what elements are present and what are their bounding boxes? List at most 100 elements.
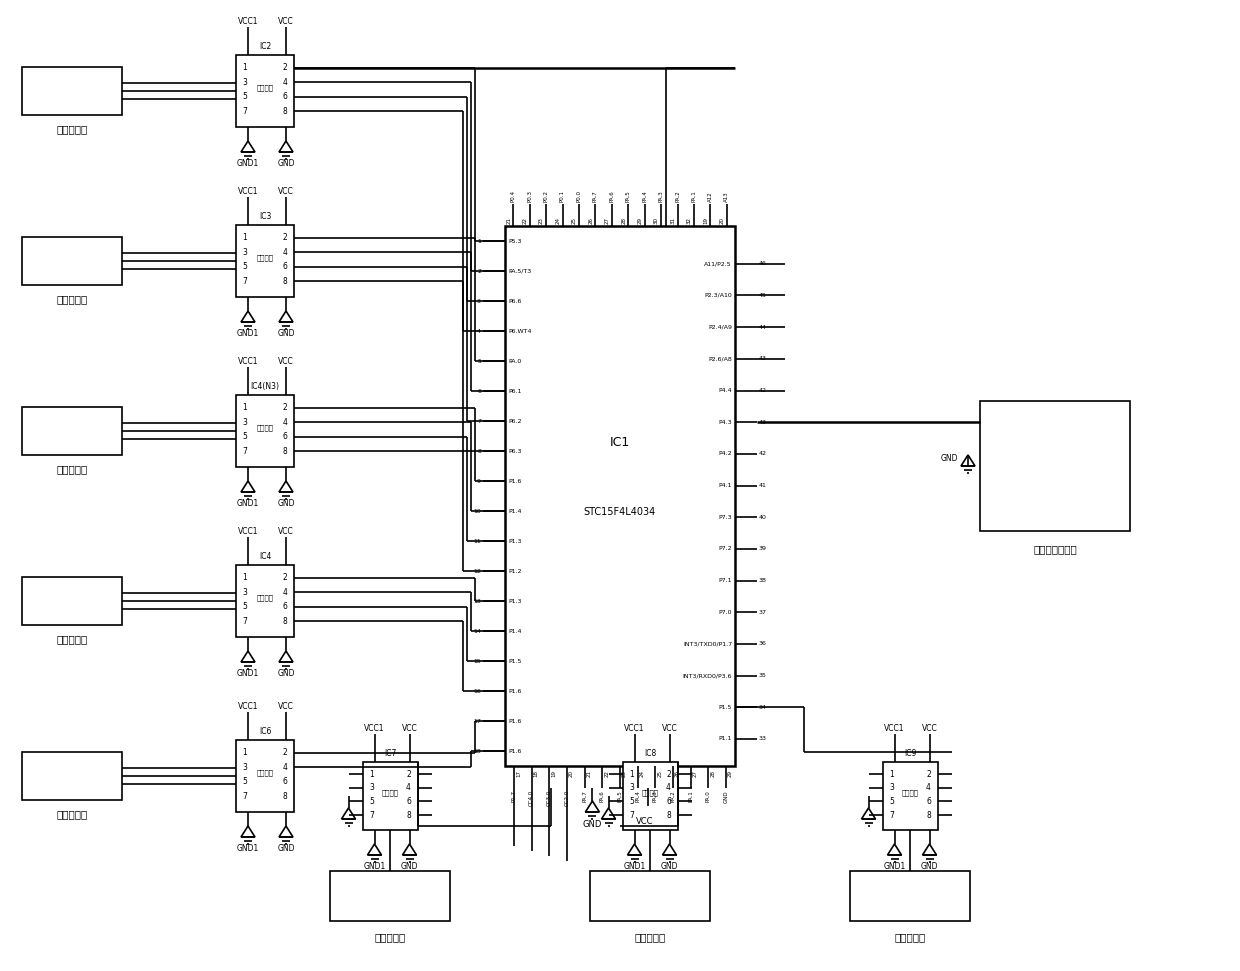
Text: 23: 23 [539, 217, 544, 224]
Text: VCC: VCC [278, 17, 294, 25]
Text: VCC1: VCC1 [238, 17, 258, 25]
Text: 2: 2 [283, 574, 288, 583]
Text: 7: 7 [889, 811, 894, 820]
Text: P1.2: P1.2 [508, 568, 522, 574]
Text: 4: 4 [477, 328, 481, 333]
Text: 17: 17 [474, 719, 481, 723]
Text: 隔离驱存: 隔离驱存 [257, 769, 274, 776]
Text: 7: 7 [243, 277, 248, 285]
Text: 27: 27 [605, 217, 610, 224]
Text: 3: 3 [243, 418, 248, 427]
Bar [330, 871, 450, 921]
Text: 湿度传感器: 湿度传感器 [56, 464, 88, 474]
Text: PA.1: PA.1 [688, 790, 693, 802]
Text: P2.4/A9: P2.4/A9 [708, 324, 732, 330]
Text: VCC1: VCC1 [884, 723, 905, 732]
Bar [236, 395, 294, 467]
Text: 8: 8 [283, 107, 288, 116]
Text: 9: 9 [477, 479, 481, 484]
Text: VCC1: VCC1 [365, 723, 384, 732]
Text: 30: 30 [653, 217, 660, 224]
Text: 21: 21 [587, 770, 591, 777]
Text: P1.4: P1.4 [508, 628, 522, 633]
Text: 35: 35 [759, 673, 766, 678]
Text: PA.6: PA.6 [600, 790, 605, 802]
Text: 5: 5 [243, 432, 248, 441]
Text: P1.1: P1.1 [719, 736, 732, 742]
Text: P7.2: P7.2 [718, 547, 732, 552]
Text: 12: 12 [474, 568, 481, 574]
Bar [236, 565, 294, 637]
Text: 7: 7 [243, 107, 248, 116]
Text: 2: 2 [283, 233, 288, 243]
Text: 29: 29 [637, 217, 642, 224]
Text: A11/P2.5: A11/P2.5 [704, 261, 732, 266]
Text: 6: 6 [283, 777, 288, 787]
Text: 3: 3 [243, 587, 248, 597]
Text: 4: 4 [666, 784, 671, 792]
Text: PA.3: PA.3 [653, 790, 658, 802]
Text: P2.6/A8: P2.6/A8 [708, 356, 732, 361]
Bar [883, 762, 937, 830]
Text: 4: 4 [283, 587, 288, 597]
Text: P4.3: P4.3 [718, 419, 732, 424]
Text: IC8: IC8 [644, 749, 656, 757]
Text: P7.0: P7.0 [718, 610, 732, 615]
Text: 17: 17 [516, 770, 521, 777]
Text: PA.0: PA.0 [706, 790, 711, 802]
Text: 19: 19 [552, 770, 557, 777]
Text: GND: GND [583, 820, 603, 828]
Text: 1: 1 [629, 770, 634, 779]
Text: 42: 42 [759, 388, 768, 393]
Text: VCC: VCC [662, 723, 677, 732]
Text: CC4.0: CC4.0 [529, 790, 534, 806]
Text: P4.4: P4.4 [718, 388, 732, 393]
Text: P1.3: P1.3 [508, 598, 522, 604]
Bar [22, 407, 122, 455]
Text: PA.2: PA.2 [671, 790, 676, 802]
Text: P7.3: P7.3 [718, 515, 732, 519]
Text: VCC: VCC [278, 356, 294, 365]
Text: 42: 42 [759, 452, 768, 456]
Text: 5: 5 [243, 92, 248, 101]
Text: P0.4: P0.4 [511, 190, 516, 202]
Bar [505, 226, 735, 766]
Text: P4.1: P4.1 [718, 483, 732, 488]
Text: VCC: VCC [278, 701, 294, 711]
Text: 3: 3 [370, 784, 374, 792]
Text: PA.3: PA.3 [658, 190, 663, 202]
Text: 5: 5 [243, 777, 248, 787]
Text: 25: 25 [657, 770, 662, 777]
Text: 红外加热器: 红外加热器 [56, 124, 88, 134]
Text: 温度传感器: 温度传感器 [56, 294, 88, 304]
Text: 4: 4 [283, 763, 288, 772]
Text: 37: 37 [759, 610, 768, 615]
Text: 真空泵阀作: 真空泵阀作 [56, 809, 88, 819]
Text: 1: 1 [370, 770, 374, 779]
Text: 8: 8 [283, 791, 288, 801]
Text: 4: 4 [283, 248, 288, 257]
Text: 1: 1 [243, 749, 247, 757]
Text: GND: GND [724, 790, 729, 803]
Text: 20: 20 [569, 770, 574, 777]
Text: 2: 2 [407, 770, 410, 779]
Text: P1.6: P1.6 [508, 479, 521, 484]
Text: 5: 5 [243, 602, 248, 612]
Text: 7: 7 [477, 419, 481, 423]
Text: 29: 29 [728, 770, 733, 777]
Text: 7: 7 [243, 447, 248, 455]
Text: P0.3: P0.3 [527, 190, 532, 202]
Text: STC15F4L4034: STC15F4L4034 [584, 507, 656, 518]
Text: VCC1: VCC1 [624, 723, 645, 732]
Text: 11: 11 [474, 539, 481, 544]
Bar [236, 55, 294, 127]
Text: CC3.0: CC3.0 [547, 790, 552, 806]
Text: 14: 14 [474, 628, 481, 633]
Bar [236, 740, 294, 812]
Text: GND: GND [940, 453, 959, 462]
Text: 1: 1 [477, 239, 481, 244]
Text: PA.5: PA.5 [618, 790, 622, 802]
Text: 6: 6 [283, 432, 288, 441]
Text: 6: 6 [283, 262, 288, 271]
Text: P2.3/A10: P2.3/A10 [704, 293, 732, 298]
